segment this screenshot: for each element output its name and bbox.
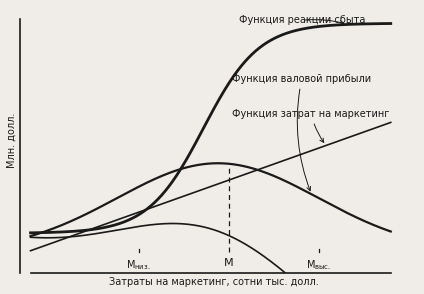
Y-axis label: Млн. долл.: Млн. долл. (7, 112, 17, 168)
Text: Функция реакции сбыта: Функция реакции сбыта (240, 15, 366, 25)
Text: М$_{\mathregular{выс.}}$: М$_{\mathregular{выс.}}$ (306, 258, 331, 272)
Text: Функция затрат на маркетинг: Функция затрат на маркетинг (232, 108, 390, 142)
X-axis label: Затраты на маркетинг, сотни тыс. долл.: Затраты на маркетинг, сотни тыс. долл. (109, 277, 319, 287)
Text: Функция валовой прибыли: Функция валовой прибыли (232, 74, 371, 191)
Text: М$_{\mathregular{низ.}}$: М$_{\mathregular{низ.}}$ (126, 258, 151, 272)
Text: М: М (224, 258, 234, 268)
Text: Функция чистой прибыли: Функция чистой прибыли (0, 293, 1, 294)
